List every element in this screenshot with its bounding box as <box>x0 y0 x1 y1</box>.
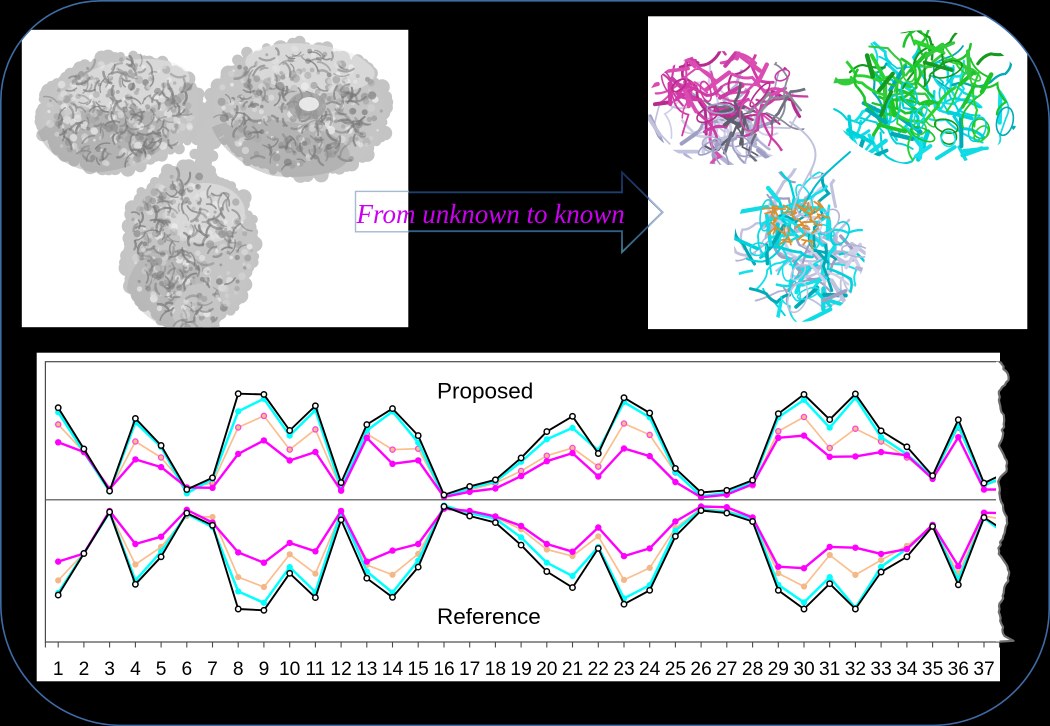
svg-text:1: 1 <box>53 659 64 680</box>
svg-text:26: 26 <box>690 659 711 680</box>
svg-text:Proposed: Proposed <box>437 379 533 404</box>
svg-text:31: 31 <box>819 659 840 680</box>
svg-text:16: 16 <box>433 659 454 680</box>
svg-text:25: 25 <box>665 659 686 680</box>
svg-text:18: 18 <box>485 659 506 680</box>
svg-text:34: 34 <box>896 659 918 680</box>
svg-text:23: 23 <box>613 659 634 680</box>
svg-text:7: 7 <box>207 659 218 680</box>
svg-text:35: 35 <box>922 659 943 680</box>
svg-text:9: 9 <box>259 659 270 680</box>
svg-text:12: 12 <box>330 659 351 680</box>
svg-text:37: 37 <box>973 659 994 680</box>
svg-text:8: 8 <box>233 659 244 680</box>
svg-text:27: 27 <box>716 659 737 680</box>
svg-text:6: 6 <box>181 659 192 680</box>
svg-text:13: 13 <box>356 659 377 680</box>
svg-text:32: 32 <box>845 659 866 680</box>
svg-text:14: 14 <box>382 659 404 680</box>
svg-text:22: 22 <box>588 659 609 680</box>
svg-text:17: 17 <box>459 659 480 680</box>
svg-text:3: 3 <box>104 659 115 680</box>
svg-text:10: 10 <box>279 659 300 680</box>
svg-text:24: 24 <box>639 659 661 680</box>
svg-text:15: 15 <box>408 659 429 680</box>
svg-text:Reference: Reference <box>437 604 541 629</box>
svg-text:30: 30 <box>793 659 814 680</box>
svg-text:21: 21 <box>562 659 583 680</box>
svg-text:19: 19 <box>510 659 531 680</box>
svg-text:20: 20 <box>536 659 557 680</box>
svg-text:36: 36 <box>948 659 969 680</box>
svg-text:4: 4 <box>130 659 141 680</box>
svg-text:5: 5 <box>156 659 167 680</box>
svg-text:28: 28 <box>742 659 763 680</box>
svg-text:33: 33 <box>870 659 891 680</box>
svg-text:2: 2 <box>79 659 90 680</box>
svg-text:11: 11 <box>305 659 325 680</box>
svg-text:29: 29 <box>768 659 789 680</box>
svg-text:From unknown to known: From unknown to known <box>356 199 625 229</box>
